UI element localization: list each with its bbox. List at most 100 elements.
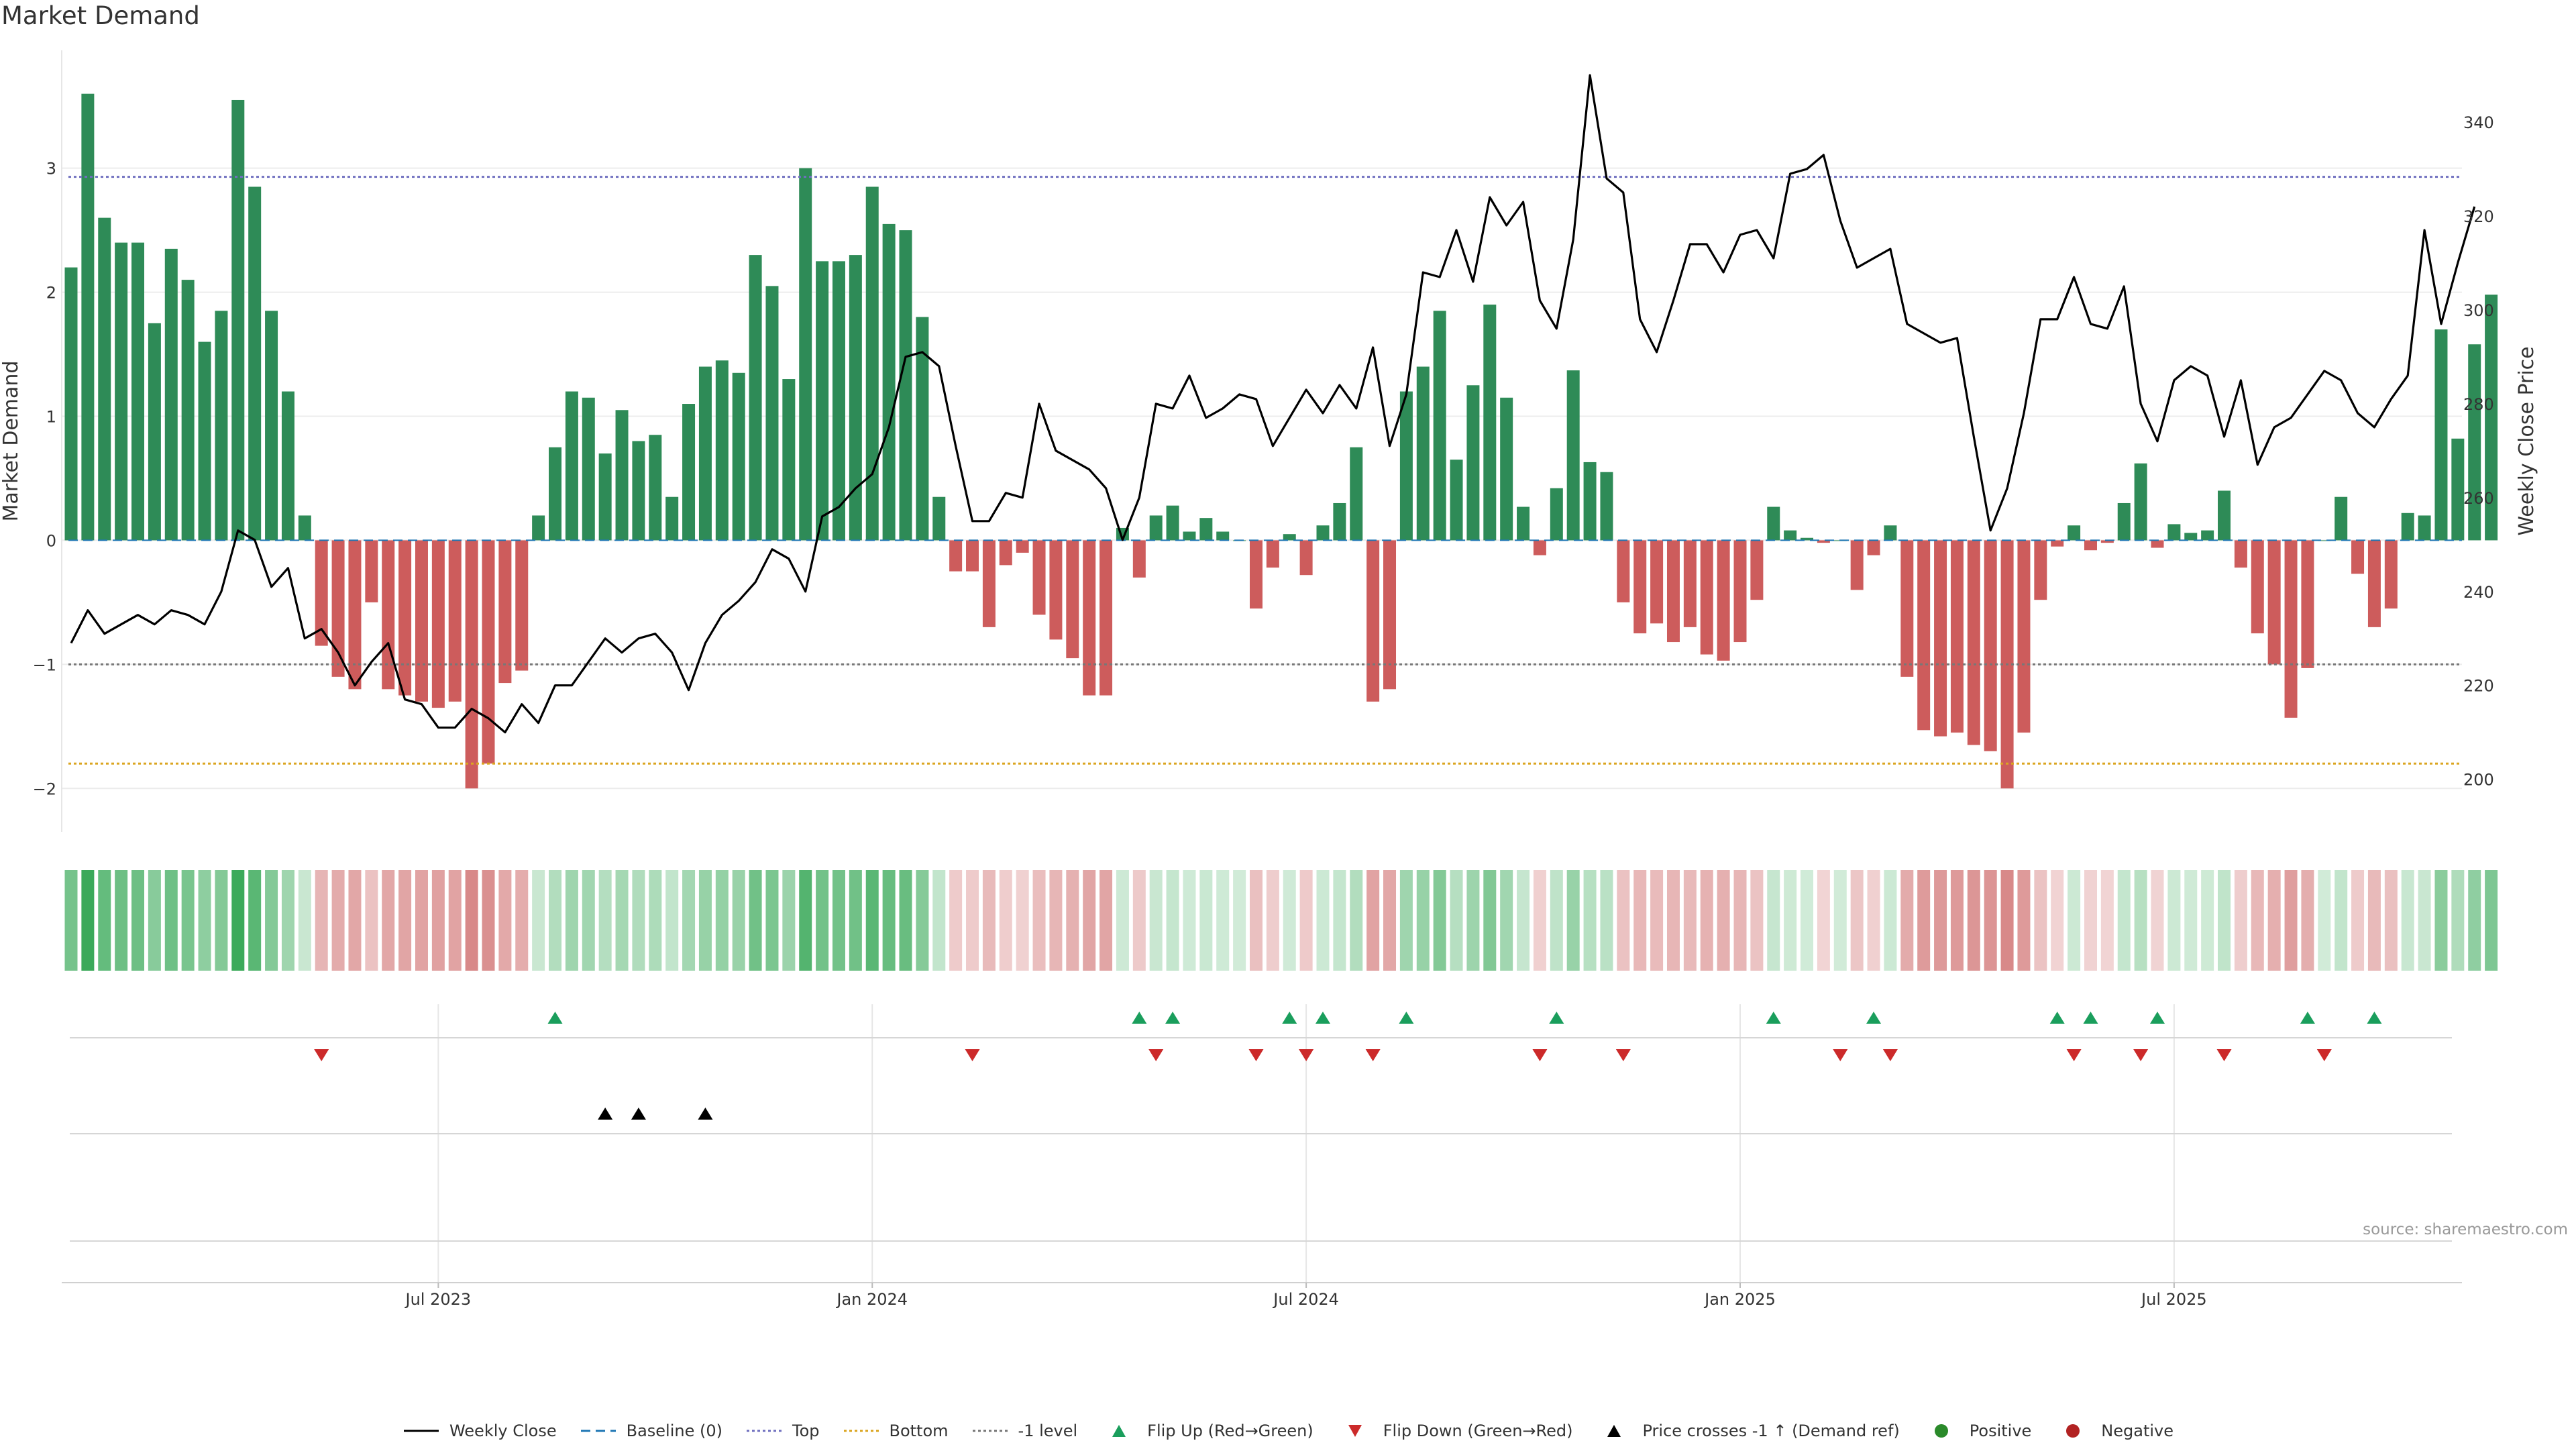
demand-bar bbox=[2367, 540, 2381, 627]
heat-cell bbox=[1583, 870, 1597, 971]
legend-triangle-up-icon bbox=[1112, 1425, 1126, 1437]
demand-bar bbox=[1266, 540, 1279, 568]
heat-cell bbox=[1984, 870, 1997, 971]
heat-cell bbox=[1633, 870, 1647, 971]
demand-bar bbox=[181, 280, 195, 541]
demand-bar bbox=[1984, 540, 1997, 751]
demand-bar bbox=[682, 404, 696, 541]
y2-tick-label: 340 bbox=[2463, 113, 2494, 132]
demand-bar bbox=[582, 397, 595, 541]
heat-cell bbox=[749, 870, 762, 971]
heat-cell bbox=[1283, 870, 1296, 971]
demand-bar bbox=[1533, 540, 1546, 555]
flip-up-marker bbox=[2300, 1012, 2315, 1024]
flip-down-marker bbox=[1532, 1049, 1548, 1061]
y2-tick-label: 220 bbox=[2463, 677, 2494, 696]
demand-bar bbox=[2134, 463, 2147, 541]
demand-bar bbox=[1183, 531, 1196, 541]
heat-cell bbox=[1917, 870, 1931, 971]
heat-cell bbox=[2000, 870, 2014, 971]
heat-cell bbox=[2334, 870, 2348, 971]
demand-bar bbox=[2234, 540, 2247, 568]
demand-bar bbox=[431, 540, 445, 708]
flip-up-marker bbox=[1316, 1012, 1330, 1024]
heat-cell bbox=[2184, 870, 2198, 971]
heat-cell bbox=[1550, 870, 1563, 971]
legend-item-price-cross: Price crosses -1 ↑ (Demand ref) bbox=[1595, 1421, 1900, 1441]
y2-tick-label: 200 bbox=[2463, 771, 2494, 790]
demand-bar bbox=[1283, 534, 1296, 541]
heat-cell bbox=[765, 870, 779, 971]
heat-cell bbox=[1900, 870, 1914, 971]
legend-item-minus-one: -1 level bbox=[971, 1421, 1077, 1441]
demand-bar bbox=[1650, 540, 1664, 624]
demand-bar bbox=[81, 93, 95, 541]
heat-cell bbox=[1166, 870, 1179, 971]
demand-bar bbox=[298, 515, 311, 541]
price-cross-marker bbox=[631, 1108, 646, 1120]
demand-bar bbox=[1900, 540, 1914, 677]
x-tick-label: Jul 2025 bbox=[2140, 1290, 2207, 1309]
heat-cell bbox=[1049, 870, 1063, 971]
demand-bar bbox=[1433, 311, 1446, 541]
legend-label: Flip Up (Red→Green) bbox=[1147, 1421, 1313, 1440]
heat-cell bbox=[2017, 870, 2031, 971]
heat-cell bbox=[1700, 870, 1713, 971]
demand-bar bbox=[665, 496, 679, 541]
heat-cell bbox=[81, 870, 95, 971]
y-tick-label: 3 bbox=[46, 160, 56, 178]
legend-item-flip-down: Flip Down (Green→Red) bbox=[1336, 1421, 1572, 1441]
heat-cell bbox=[331, 870, 345, 971]
demand-bar bbox=[1450, 460, 1463, 541]
legend: Weekly Close Baseline (0) Top Bottom -1 … bbox=[0, 1421, 2576, 1441]
demand-bar bbox=[649, 435, 662, 541]
legend-label: Bottom bbox=[889, 1421, 949, 1440]
demand-bar bbox=[1850, 540, 1864, 590]
demand-bar bbox=[849, 255, 862, 541]
flip-down-marker bbox=[1615, 1049, 1631, 1061]
legend-label: Positive bbox=[1969, 1421, 2032, 1440]
level-lines-layer bbox=[68, 176, 2462, 765]
heat-cell bbox=[632, 870, 645, 971]
flip-up-marker bbox=[1866, 1012, 1882, 1024]
demand-bar bbox=[2267, 540, 2281, 665]
demand-bar bbox=[2351, 540, 2365, 574]
price-line-layer bbox=[70, 74, 2476, 734]
flip-up-marker bbox=[1549, 1012, 1564, 1024]
heat-cell bbox=[382, 870, 395, 971]
heat-cell bbox=[865, 870, 879, 971]
heat-cell bbox=[2451, 870, 2465, 971]
legend-dotted-line-icon bbox=[843, 1430, 879, 1432]
demand-bar bbox=[215, 311, 228, 541]
heat-cell bbox=[2234, 870, 2247, 971]
flip-down-marker bbox=[1365, 1049, 1381, 1061]
heat-cell bbox=[1817, 870, 1830, 971]
demand-bar bbox=[2485, 294, 2498, 541]
flip-down-marker bbox=[2316, 1049, 2332, 1061]
heat-cell bbox=[2367, 870, 2381, 971]
demand-bar bbox=[198, 341, 211, 541]
demand-bar bbox=[1166, 505, 1179, 541]
heat-cell bbox=[348, 870, 362, 971]
heat-cell bbox=[1399, 870, 1413, 971]
heat-cell bbox=[682, 870, 696, 971]
demand-bar bbox=[415, 540, 428, 702]
demand-bar bbox=[1566, 370, 1580, 541]
legend-item-top: Top bbox=[745, 1421, 820, 1441]
flip-up-marker bbox=[547, 1012, 563, 1024]
demand-bar bbox=[1884, 525, 1897, 541]
demand-bar bbox=[1249, 540, 1263, 609]
legend-label: Top bbox=[792, 1421, 820, 1440]
legend-dotted-line-icon bbox=[972, 1430, 1008, 1432]
demand-bar bbox=[1333, 502, 1346, 541]
heat-cell bbox=[816, 870, 829, 971]
demand-bar bbox=[498, 540, 512, 684]
flip-down-marker bbox=[1148, 1049, 1164, 1061]
y2-tick-label: 260 bbox=[2463, 489, 2494, 508]
demand-bar bbox=[1583, 462, 1597, 541]
demand-bar bbox=[1416, 366, 1430, 541]
demand-bars-layer bbox=[64, 93, 2498, 789]
demand-bar bbox=[2184, 533, 2198, 541]
heat-cell bbox=[982, 870, 996, 971]
heat-cell bbox=[64, 870, 78, 971]
